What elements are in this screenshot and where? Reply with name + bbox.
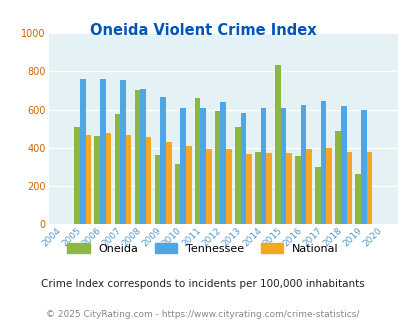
Bar	[366, 152, 371, 224]
Bar	[340, 106, 345, 224]
Bar	[245, 153, 251, 224]
Bar	[286, 152, 291, 224]
Bar	[160, 97, 166, 224]
Bar	[240, 113, 245, 224]
Bar	[260, 108, 266, 224]
Bar	[220, 102, 226, 224]
Legend: Oneida, Tennessee, National: Oneida, Tennessee, National	[67, 243, 338, 254]
Bar	[100, 79, 105, 224]
Bar	[205, 149, 211, 224]
Bar	[126, 135, 131, 224]
Text: Crime Index corresponds to incidents per 100,000 inhabitants: Crime Index corresponds to incidents per…	[41, 279, 364, 289]
Bar	[140, 89, 145, 224]
Bar	[214, 112, 220, 224]
Bar	[314, 167, 320, 224]
Bar	[234, 127, 240, 224]
Bar	[300, 105, 306, 224]
Bar	[266, 152, 271, 224]
Bar	[80, 79, 85, 224]
Bar	[320, 101, 326, 224]
Bar	[180, 108, 185, 224]
Bar	[194, 98, 200, 224]
Text: © 2025 CityRating.com - https://www.cityrating.com/crime-statistics/: © 2025 CityRating.com - https://www.city…	[46, 310, 359, 319]
Bar	[120, 80, 126, 224]
Bar	[345, 152, 351, 224]
Bar	[85, 135, 91, 224]
Bar	[94, 136, 100, 224]
Bar	[360, 110, 366, 224]
Bar	[306, 149, 311, 224]
Bar	[226, 149, 231, 224]
Bar	[280, 108, 286, 224]
Bar	[254, 152, 260, 224]
Bar	[294, 156, 300, 224]
Bar	[185, 146, 191, 224]
Bar	[174, 164, 180, 224]
Bar	[166, 142, 171, 224]
Bar	[335, 131, 340, 224]
Bar	[145, 137, 151, 224]
Bar	[275, 65, 280, 224]
Bar	[105, 134, 111, 224]
Bar	[200, 108, 205, 224]
Bar	[326, 148, 331, 224]
Bar	[354, 174, 360, 224]
Bar	[154, 154, 160, 224]
Text: Oneida Violent Crime Index: Oneida Violent Crime Index	[90, 23, 315, 38]
Bar	[134, 90, 140, 224]
Bar	[114, 115, 120, 224]
Bar	[74, 127, 80, 224]
